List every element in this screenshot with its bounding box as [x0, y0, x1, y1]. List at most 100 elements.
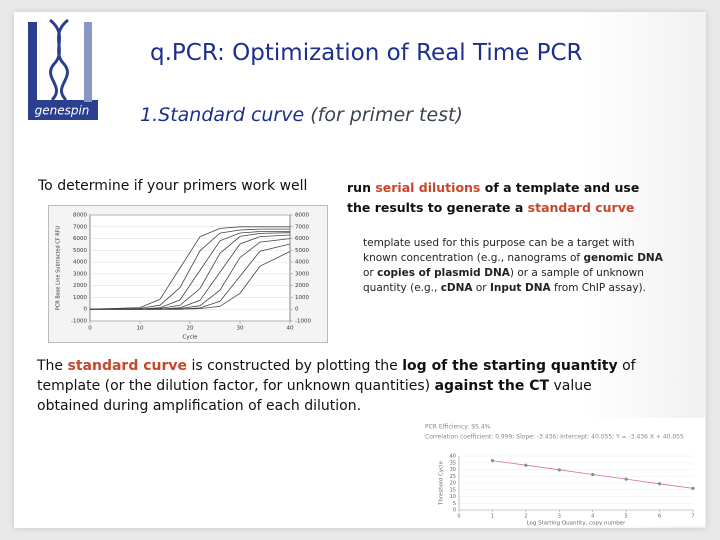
y-tick-label: 7000 [73, 224, 87, 230]
x-tick-label: 2 [524, 514, 527, 520]
x-tick-label: 1 [491, 514, 494, 520]
text-run: genomic DNA [583, 252, 663, 264]
y-axis-label: PCR Base Line Subtracted CF RFU [56, 225, 62, 310]
text-run: is constructed by plotting the [187, 358, 403, 374]
point [591, 472, 595, 477]
figure-note: PCR Efficiency: 95.4% [425, 424, 491, 431]
text-run: quantity (e.g., [363, 282, 441, 294]
text-line: run serial dilutions of a template and u… [347, 178, 639, 198]
y2-tick-label: 8000 [295, 213, 309, 219]
x-tick-label: 4 [591, 514, 594, 520]
text-line: template used for this purpose can be a … [363, 236, 663, 251]
text-line: the results to generate a standard curve [347, 198, 639, 218]
y2-tick-label: 7000 [295, 224, 309, 230]
y-tick-label: 5000 [73, 248, 87, 254]
text-run: from ChIP assay). [550, 282, 646, 294]
x-tick-label: 3 [558, 514, 561, 520]
y-tick-label: 10 [450, 494, 456, 500]
point [691, 486, 695, 490]
logo-text: genespin [35, 104, 90, 118]
x-tick-label: 0 [457, 514, 460, 520]
text-run: log of the starting quantity [402, 358, 618, 374]
y-tick-label: 4000 [73, 260, 87, 266]
logo-bar [28, 22, 37, 117]
method-text: run serial dilutions of a template and u… [347, 178, 639, 218]
y-tick-label: 5 [453, 501, 456, 507]
point [557, 468, 561, 472]
y2-tick-label: -1000 [295, 319, 311, 325]
x-tick-label: 20 [187, 326, 194, 332]
text-run: standard curve [527, 200, 635, 215]
text-run: template used for this purpose can be a … [363, 237, 635, 249]
text-line: 1.Standard curve (for primer test) [140, 104, 463, 126]
x-tick-label: 6 [658, 514, 661, 520]
text-run: (for primer test) [304, 104, 463, 126]
y-tick-label: 6000 [73, 236, 87, 242]
text-line: known concentration (e.g., nanograms of … [363, 251, 663, 266]
x-tick-label: 10 [137, 326, 144, 332]
text-run: template (or the dilution factor, for un… [37, 378, 435, 394]
y-tick-label: 0 [84, 307, 88, 313]
text-line: The standard curve is constructed by plo… [37, 356, 636, 376]
text-run: or [472, 282, 490, 294]
logo: genespin [28, 18, 98, 120]
y2-tick-label: 2000 [295, 283, 309, 289]
text-run: Input DNA [489, 282, 551, 294]
text-line: quantity (e.g., cDNA or Input DNA from C… [363, 281, 663, 296]
text-run: of a template and use [480, 180, 640, 195]
text-run: the results to generate a [347, 200, 528, 215]
curve [90, 251, 291, 310]
y2-tick-label: 3000 [295, 271, 309, 277]
plot-area [89, 214, 291, 322]
text-run: or [363, 267, 378, 279]
text-run: known concentration (e.g., nanograms of [363, 252, 584, 264]
y-tick-label: 3000 [73, 271, 87, 277]
point [490, 458, 495, 463]
text-line: or copies of plasmid DNA) or a sample of… [363, 266, 663, 281]
text-run: ) or a sample of unknown [509, 267, 644, 279]
text-run: of [617, 358, 636, 374]
subtitle: 1.Standard curve (for primer test) [140, 104, 463, 126]
x-tick-label: 0 [88, 326, 92, 332]
y-tick-label: 20 [450, 481, 456, 487]
text-run: serial dilutions [375, 180, 481, 195]
y-tick-label: -1000 [71, 319, 87, 325]
x-axis-label: Cycle [182, 335, 198, 341]
y2-tick-label: 6000 [295, 236, 309, 242]
curve [89, 228, 290, 310]
y-tick-label: 30 [450, 467, 456, 473]
x-tick-label: 30 [237, 326, 244, 332]
x-tick-label: 7 [691, 514, 694, 520]
y2-tick-label: 4000 [295, 260, 309, 266]
text-run: 1.Standard curve [140, 104, 305, 126]
y-tick-label: 2000 [73, 283, 87, 289]
logo-bar [84, 22, 92, 102]
x-tick-label: 5 [625, 514, 628, 520]
text-run: against the CT [434, 378, 550, 394]
note-text: template used for this purpose can be a … [363, 236, 663, 296]
text-run: The [37, 358, 68, 374]
logo-helix [49, 18, 69, 102]
text-run: standard curve [67, 358, 188, 374]
y-tick-label: 1000 [73, 295, 87, 301]
text-line: obtained during amplification of each di… [37, 396, 636, 416]
point [657, 482, 662, 486]
y-axis-label: Threshold Cycle [439, 460, 445, 506]
standard-curve: PCR Efficiency: 95.4% Correlation coeffic… [393, 418, 705, 526]
y-tick-label: 40 [450, 454, 456, 460]
x-tick-label: 40 [287, 326, 294, 332]
text-run: cDNA [440, 282, 473, 294]
point [524, 463, 528, 467]
text-run: obtained during amplification of each di… [37, 398, 362, 414]
y-tick-label: 15 [450, 487, 456, 493]
curve [89, 226, 290, 310]
amplification-plot: -1000010002000300040005000600070008000-1… [48, 205, 328, 343]
text-run: run [347, 180, 376, 195]
y-tick-label: 25 [450, 474, 456, 480]
x-axis-label: Log Starting Quantity, copy number [527, 521, 627, 527]
y-tick-label: 8000 [73, 213, 87, 219]
figure-frame [393, 418, 705, 526]
text-line: template (or the dilution factor, for un… [37, 376, 636, 396]
text-run: value [549, 378, 592, 394]
